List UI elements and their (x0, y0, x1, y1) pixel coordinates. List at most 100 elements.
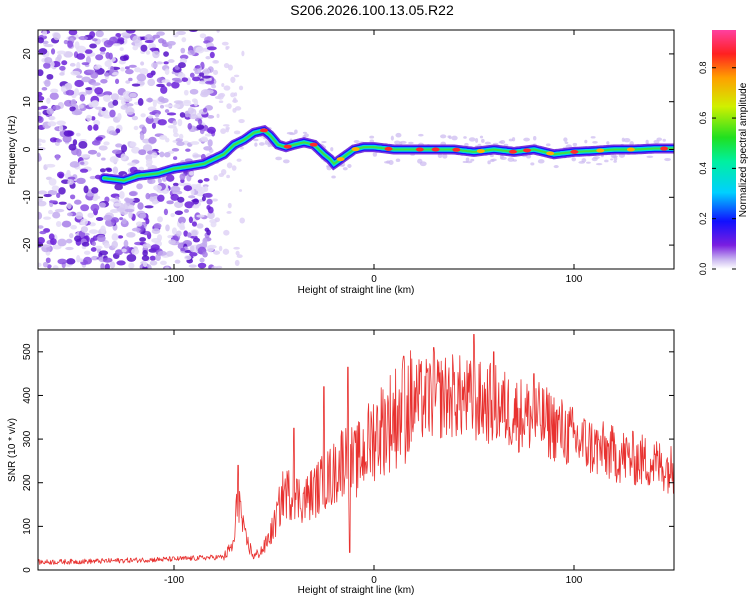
noise-speck (153, 184, 163, 191)
ridge-peak (415, 147, 424, 152)
noise-speck (91, 140, 101, 146)
noise-speck (203, 177, 210, 182)
noise-speck (213, 69, 219, 75)
ridge-halo (254, 142, 258, 147)
noise-speck (120, 67, 125, 72)
noise-speck (172, 126, 178, 135)
snr-y-tick-label: 0 (22, 567, 33, 573)
noise-speck (96, 234, 106, 243)
noise-speck (61, 220, 72, 228)
noise-speck (170, 193, 179, 201)
noise-speck (207, 211, 215, 220)
spectrogram-y-tick-label: -20 (22, 237, 33, 252)
noise-speck (183, 230, 188, 237)
noise-speck (48, 115, 56, 121)
noise-speck (41, 86, 48, 91)
snr-y-tick-label: 100 (22, 518, 33, 535)
noise-speck (102, 94, 111, 102)
noise-speck (183, 185, 193, 192)
snr-y-tick-label: 200 (22, 474, 33, 491)
ridge-halo (604, 159, 609, 163)
noise-speck (133, 125, 139, 131)
noise-speck (125, 107, 135, 116)
noise-speck (119, 55, 129, 62)
noise-speck (194, 65, 201, 69)
snr-panel: -100 0 100 0 100 200 300 400 500 Height of stra… (7, 329, 675, 596)
noise-speck (149, 47, 160, 51)
noise-speck (83, 256, 93, 265)
noise-speck (111, 240, 118, 249)
noise-speck (126, 253, 137, 262)
noise-speck (160, 97, 169, 104)
noise-speck (109, 109, 116, 118)
noise-speck (91, 116, 96, 121)
noise-speck (163, 51, 169, 57)
noise-speck (110, 217, 120, 224)
noise-speck (218, 245, 223, 252)
noise-speck (197, 262, 207, 269)
noise-speck (50, 238, 57, 246)
noise-speck (131, 115, 139, 121)
noise-speck (223, 85, 231, 91)
noise-speck (159, 104, 165, 109)
noise-speck (58, 187, 66, 195)
noise-speck (109, 156, 119, 163)
noise-speck (38, 48, 48, 55)
noise-speck (135, 221, 143, 227)
noise-speck (38, 142, 42, 147)
noise-speck (167, 235, 173, 239)
snr-x-tick-label: 0 (371, 575, 377, 586)
noise-speck (148, 136, 157, 144)
noise-speck (184, 255, 192, 261)
noise-speck (38, 91, 43, 97)
noise-speck (80, 204, 90, 212)
noise-speck (166, 82, 172, 87)
noise-speck (95, 54, 104, 61)
noise-speck (144, 205, 154, 209)
noise-speck (67, 176, 76, 180)
noise-speck (117, 112, 122, 121)
noise-speck (66, 202, 72, 210)
ridge-peak (546, 151, 555, 156)
noise-speck (43, 62, 51, 69)
noise-speck (73, 88, 80, 96)
ridge-halo (451, 135, 458, 141)
noise-speck (107, 125, 115, 132)
noise-speck (190, 187, 195, 196)
noise-speck (180, 247, 186, 252)
noise-speck (199, 33, 207, 39)
ridge-halo (440, 134, 447, 139)
noise-speck (198, 80, 207, 85)
noise-speck (45, 163, 56, 168)
noise-speck (128, 191, 137, 197)
noise-speck (120, 144, 128, 153)
noise-speck (221, 82, 225, 88)
noise-speck (76, 75, 83, 79)
ridge-halo (253, 138, 259, 142)
noise-speck (191, 221, 197, 227)
noise-speck (226, 211, 232, 214)
noise-speck (166, 200, 174, 205)
noise-speck (119, 47, 124, 52)
noise-speck (74, 199, 82, 205)
noise-speck (206, 245, 215, 252)
noise-speck (174, 201, 184, 209)
noise-speck (66, 169, 71, 176)
noise-speck (44, 79, 51, 87)
noise-speck (68, 143, 77, 151)
noise-speck (172, 120, 178, 126)
ridge-halo (418, 133, 424, 137)
noise-speck (213, 250, 221, 255)
ridge-halo (612, 155, 618, 158)
noise-speck (164, 68, 170, 75)
noise-speck (47, 121, 57, 127)
noise-speck (59, 65, 66, 71)
noise-speck (173, 104, 181, 109)
noise-speck (206, 198, 213, 205)
noise-speck (52, 244, 62, 250)
ridge-halo (489, 154, 494, 158)
noise-speck (179, 112, 186, 118)
noise-speck (149, 111, 158, 116)
ridge-halo (479, 135, 484, 139)
